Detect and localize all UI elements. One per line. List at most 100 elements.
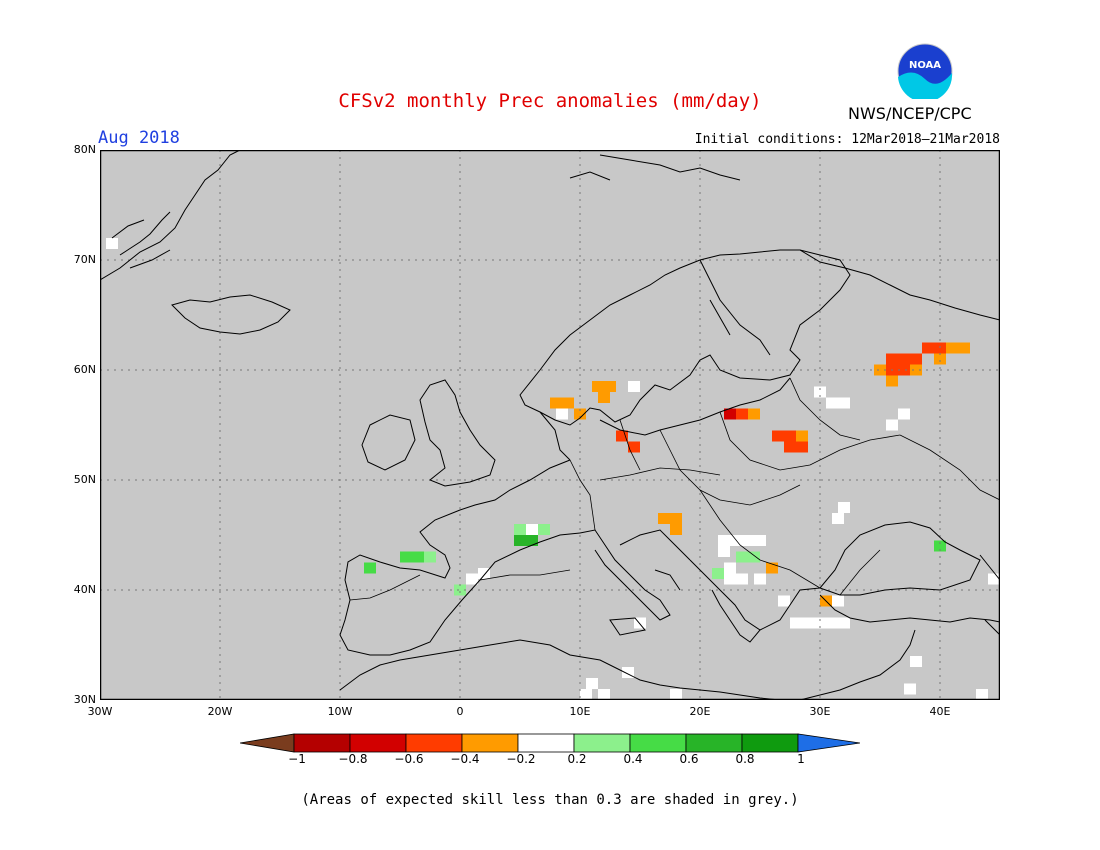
anomaly-cell xyxy=(478,568,490,579)
coastline-iceland xyxy=(171,294,291,335)
anomaly-cell xyxy=(886,419,898,431)
forecast-month: Aug 2018 xyxy=(98,128,180,148)
anomaly-cell xyxy=(628,441,640,453)
anomaly-cell xyxy=(886,353,898,365)
map-frame xyxy=(100,150,1000,700)
skill-note: (Areas of expected skill less than 0.3 a… xyxy=(301,792,799,808)
lat-label: 80N xyxy=(73,143,96,156)
anomaly-cell xyxy=(718,546,730,557)
agency-label: NWS/NCEP/CPC xyxy=(848,104,972,123)
coastline-north-africa xyxy=(339,639,781,700)
colorbar-box xyxy=(685,733,743,753)
colorbar-arrow-right xyxy=(797,733,860,753)
anomaly-cell xyxy=(922,342,934,354)
coastline-balkans xyxy=(689,559,821,643)
anomaly-cell xyxy=(724,573,736,585)
anomaly-cell xyxy=(634,617,646,629)
anomaly-cell xyxy=(832,595,844,607)
anomaly-cell xyxy=(598,392,610,403)
coastline-italy xyxy=(579,529,681,621)
anomaly-cell xyxy=(724,562,736,574)
anomaly-cell xyxy=(898,408,910,420)
anomaly-cell xyxy=(538,524,550,535)
anomaly-cell xyxy=(514,524,526,535)
anomaly-cell xyxy=(586,678,598,689)
anomaly-cell xyxy=(796,441,808,453)
lon-label: 10W xyxy=(327,705,353,718)
colorbar-label: 0.8 xyxy=(735,752,755,766)
coastline-baltic xyxy=(599,377,791,436)
anomaly-cell xyxy=(748,408,760,420)
anomaly-cell xyxy=(874,364,886,376)
anomaly-cell xyxy=(898,364,910,376)
anomaly-cell xyxy=(958,342,970,354)
anomaly-cell xyxy=(622,667,634,678)
lat-label: 70N xyxy=(73,253,96,266)
coastline-scandinavia xyxy=(519,249,851,426)
anomaly-cell xyxy=(772,430,784,442)
colorbar-label: −0.6 xyxy=(394,752,424,766)
colorbar xyxy=(240,733,860,753)
anomaly-cell xyxy=(988,573,1000,585)
lon-label: 10E xyxy=(569,705,591,718)
anomaly-cell xyxy=(412,551,424,563)
colorbar-label: −0.4 xyxy=(450,752,480,766)
anomaly-cells xyxy=(106,238,1000,700)
colorbar-arrow-left xyxy=(240,733,295,753)
anomaly-cell xyxy=(778,595,790,607)
anomaly-cell xyxy=(910,656,922,667)
anomaly-cell xyxy=(976,689,988,700)
colorbar-box xyxy=(573,733,631,753)
anomaly-cell xyxy=(424,551,436,563)
lon-label: 30E xyxy=(809,705,831,718)
coastline-great-britain xyxy=(419,379,496,487)
anomaly-cell xyxy=(658,513,670,524)
anomaly-cell xyxy=(616,430,628,442)
anomaly-cell xyxy=(736,573,748,585)
coastlines xyxy=(100,150,1000,700)
anomaly-cell xyxy=(904,683,916,695)
noaa-logo-text: NOAA xyxy=(909,60,941,71)
lon-label: 0 xyxy=(456,705,464,718)
anomaly-cell xyxy=(556,408,568,420)
lon-label: 30W xyxy=(87,705,113,718)
noaa-logo: NOAA xyxy=(893,43,957,103)
anomaly-cell xyxy=(364,562,376,574)
anomaly-cell xyxy=(736,408,748,420)
lon-label: 40E xyxy=(929,705,951,718)
country-borders xyxy=(349,377,1000,601)
anomaly-cell xyxy=(106,238,118,249)
anomaly-cell xyxy=(934,540,946,552)
anomaly-cell xyxy=(802,617,814,629)
colorbar-box xyxy=(517,733,575,753)
anomaly-cell xyxy=(910,364,922,376)
anomaly-cell xyxy=(670,689,682,700)
colorbar-box xyxy=(349,733,407,753)
anomaly-cell xyxy=(832,513,844,524)
anomaly-cell xyxy=(898,353,910,365)
anomaly-cell xyxy=(814,386,826,398)
anomaly-cell xyxy=(754,573,766,585)
colorbar-box xyxy=(405,733,463,753)
anomaly-cell xyxy=(598,689,610,700)
lon-label: 20W xyxy=(207,705,233,718)
map-title: CFSv2 monthly Prec anomalies (mm/day) xyxy=(338,90,762,112)
anomaly-cell xyxy=(838,502,850,513)
colorbar-boxes xyxy=(240,733,860,753)
anomaly-cell xyxy=(550,397,562,409)
precipitation-map xyxy=(100,150,1000,700)
anomaly-cell xyxy=(826,397,838,409)
initial-conditions: Initial conditions: 12Mar2018–21Mar2018 xyxy=(694,132,1000,147)
anomaly-cell xyxy=(514,535,526,546)
anomaly-cell xyxy=(748,551,760,563)
anomaly-cell xyxy=(712,568,724,579)
lat-label: 50N xyxy=(73,473,96,486)
anomaly-cell xyxy=(562,397,574,409)
lat-label: 40N xyxy=(73,583,96,596)
anomaly-cell xyxy=(934,353,946,365)
colorbar-label: 0.6 xyxy=(679,752,699,766)
coastline-greenland xyxy=(100,150,241,281)
anomaly-cell xyxy=(790,617,802,629)
anomaly-cell xyxy=(742,535,754,546)
coastline-ireland xyxy=(361,414,416,471)
